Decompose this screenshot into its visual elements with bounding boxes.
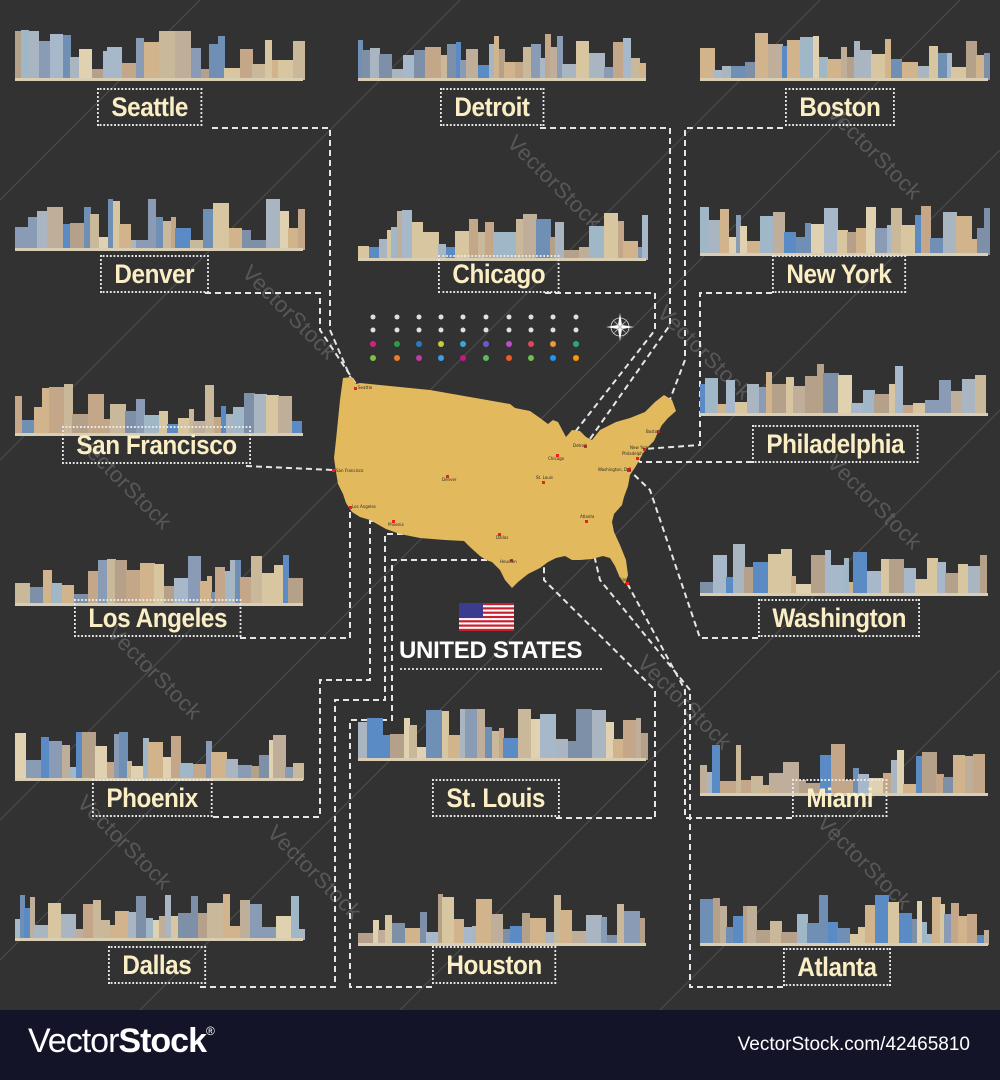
map-label-miami: Miami — [618, 577, 630, 582]
usa-map-shape — [334, 377, 676, 588]
skyline-detroit — [358, 34, 646, 81]
country-title: UNITED STATES — [399, 637, 583, 664]
map-marker-san-francisco[interactable] — [332, 469, 335, 472]
map-marker-miami[interactable] — [626, 582, 629, 585]
map-label-st-louis: St. Louis — [536, 475, 553, 480]
map-label-chicago: Chicago — [548, 456, 565, 461]
map-label-philadelphia: Philadelphia — [622, 451, 647, 456]
city-label-chicago[interactable]: Chicago — [438, 255, 560, 293]
map-marker-phoenix[interactable] — [392, 520, 395, 523]
usa-flag-icon — [459, 603, 514, 631]
map-marker-houston[interactable] — [510, 559, 513, 562]
logo-text-bold: Stock — [118, 1022, 207, 1060]
map-marker-seattle[interactable] — [354, 387, 357, 390]
city-label-los-angeles[interactable]: Los Angeles — [74, 599, 242, 637]
city-label-phoenix[interactable]: Phoenix — [92, 779, 213, 817]
map-marker-boston[interactable] — [657, 430, 660, 433]
map-marker-philadelphia[interactable] — [636, 457, 639, 460]
city-label-denver[interactable]: Denver — [100, 255, 209, 293]
map-label-boston: Boston — [646, 429, 660, 434]
title-underline — [400, 668, 602, 670]
city-label-dallas[interactable]: Dallas — [108, 946, 206, 984]
city-label-philadelphia[interactable]: Philadelphia — [752, 425, 919, 463]
map-marker-washington[interactable] — [627, 468, 631, 472]
map-label-washington: Washington, D.C. — [598, 467, 632, 472]
map-label-denver: Denver — [442, 477, 457, 482]
skyline-st-louis — [358, 709, 648, 761]
city-label-miami[interactable]: Miami — [792, 779, 888, 817]
map-marker-denver[interactable] — [446, 475, 449, 478]
map-pin-icons-grid — [370, 314, 579, 361]
skyline-chicago — [358, 210, 648, 261]
map-marker-atlanta[interactable] — [585, 520, 588, 523]
logo-text-light: Vector — [28, 1022, 119, 1060]
map-label-san-francisco: San Francisco — [336, 468, 364, 473]
city-label-boston[interactable]: Boston — [785, 88, 895, 126]
skyline-houston — [358, 894, 646, 946]
city-label-detroit[interactable]: Detroit — [440, 88, 544, 126]
skyline-washington — [700, 544, 988, 596]
registered-mark: ® — [205, 1024, 215, 1038]
city-label-atlanta[interactable]: Atlanta — [783, 948, 892, 986]
map-label-dallas: Dallas — [496, 535, 508, 540]
usa-map: Seattle San Francisco Los Angeles Phoeni… — [332, 377, 676, 588]
city-label-san-francisco[interactable]: San Francisco — [62, 426, 252, 464]
map-label-new-york: New York — [630, 445, 649, 450]
city-label-houston[interactable]: Houston — [432, 946, 557, 984]
vectorstock-logo[interactable]: VectorStock® — [28, 1022, 215, 1061]
poster-canvas: VectorStock VectorStock VectorStock Vect… — [0, 0, 1000, 1010]
map-marker-dallas[interactable] — [498, 533, 501, 536]
map-label-los-angeles: Los Angeles — [352, 504, 376, 509]
city-label-st-louis[interactable]: St. Louis — [432, 779, 560, 817]
skyline-dallas — [15, 894, 305, 941]
map-marker-los-angeles[interactable] — [349, 506, 352, 509]
map-marker-chicago[interactable] — [556, 454, 559, 457]
map-marker-detroit[interactable] — [584, 445, 587, 448]
skyline-miami — [700, 744, 988, 796]
map-label-atlanta: Atlanta — [580, 514, 595, 519]
footer-url-link[interactable]: VectorStock.com/42465810 — [737, 1034, 970, 1055]
city-label-washington[interactable]: Washington — [758, 599, 921, 637]
map-marker-st-louis[interactable] — [542, 481, 545, 484]
compass-rose-icon — [606, 313, 634, 341]
skyline-phoenix — [15, 732, 304, 781]
city-label-seattle[interactable]: Seattle — [97, 88, 203, 126]
skyline-seattle — [15, 30, 305, 81]
skyline-atlanta — [700, 895, 989, 946]
skyline-denver — [15, 199, 305, 251]
map-marker-new-york[interactable] — [643, 448, 646, 451]
map-label-detroit: Detroit — [573, 443, 587, 448]
map-label-houston: Houston — [500, 559, 517, 564]
skyline-new-york — [700, 206, 990, 256]
footer-bar: VectorStock® VectorStock.com/42465810 — [0, 1010, 1000, 1080]
map-label-seattle: Seattle — [358, 385, 373, 390]
city-label-new-york[interactable]: New York — [772, 255, 906, 293]
map-label-phoenix: Phoenix — [388, 522, 405, 527]
skyline-boston — [700, 33, 990, 81]
skyline-los-angeles — [15, 555, 303, 606]
skyline-philadelphia — [700, 364, 988, 416]
